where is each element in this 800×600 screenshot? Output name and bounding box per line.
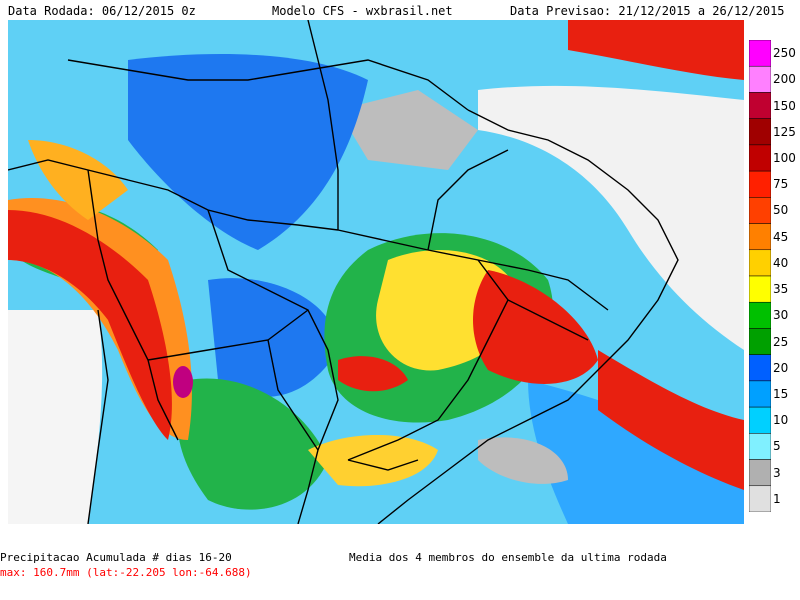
legend-swatch-35: [749, 275, 771, 303]
legend-swatch-125: [749, 118, 771, 146]
forecast-date-label: Data Previsao: 21/12/2015 a 26/12/2015: [510, 4, 785, 18]
legend-label-75: 75: [773, 177, 789, 192]
run-date-label: Data Rodada: 06/12/2015 0z: [8, 4, 196, 18]
legend-label-10: 10: [773, 413, 789, 428]
product-title: Precipitacao Acumulada # dias 16-20: [0, 551, 232, 564]
legend-swatch-40: [749, 249, 771, 277]
legend-swatch-1: [749, 485, 771, 512]
legend-swatch-50: [749, 197, 771, 224]
legend-label-125: 125: [773, 124, 796, 139]
color-legend-bar: [749, 40, 771, 512]
legend-label-3: 3: [773, 465, 781, 480]
legend-label-50: 50: [773, 203, 789, 218]
legend-swatch-200: [749, 65, 771, 93]
legend-label-35: 35: [773, 282, 789, 297]
legend-label-30: 30: [773, 308, 789, 323]
legend-swatch-100: [749, 144, 771, 172]
max-value-label: max: 160.7mm (lat:-22.205 lon:-64.688): [0, 566, 252, 579]
model-label: Modelo CFS - wxbrasil.net: [272, 4, 453, 18]
legend-swatch-25: [749, 328, 771, 355]
precipitation-map: [8, 20, 744, 524]
ensemble-note: Media dos 4 membros do ensemble da ultim…: [349, 551, 667, 564]
legend-label-250: 250: [773, 46, 796, 61]
legend-label-100: 100: [773, 151, 796, 165]
legend-label-40: 40: [773, 255, 789, 270]
legend-swatch-5: [749, 433, 771, 460]
legend-label-25: 25: [773, 334, 789, 349]
legend-swatch-15: [749, 380, 771, 408]
legend-swatch-20: [749, 354, 771, 382]
legend-label-5: 5: [773, 439, 781, 454]
legend-swatch-150: [749, 92, 771, 119]
legend-swatch-10: [749, 406, 771, 434]
legend-label-150: 150: [773, 98, 796, 113]
legend-swatch-45: [749, 223, 771, 251]
legend-label-200: 200: [773, 72, 796, 87]
legend-swatch-3: [749, 459, 771, 487]
legend-label-20: 20: [773, 360, 789, 375]
legend-label-1: 1: [773, 491, 781, 506]
legend-label-45: 45: [773, 229, 789, 244]
legend-label-15: 15: [773, 387, 789, 401]
legend-swatch-250: [749, 40, 771, 67]
legend-swatch-30: [749, 301, 771, 329]
legend-swatch-75: [749, 170, 771, 198]
